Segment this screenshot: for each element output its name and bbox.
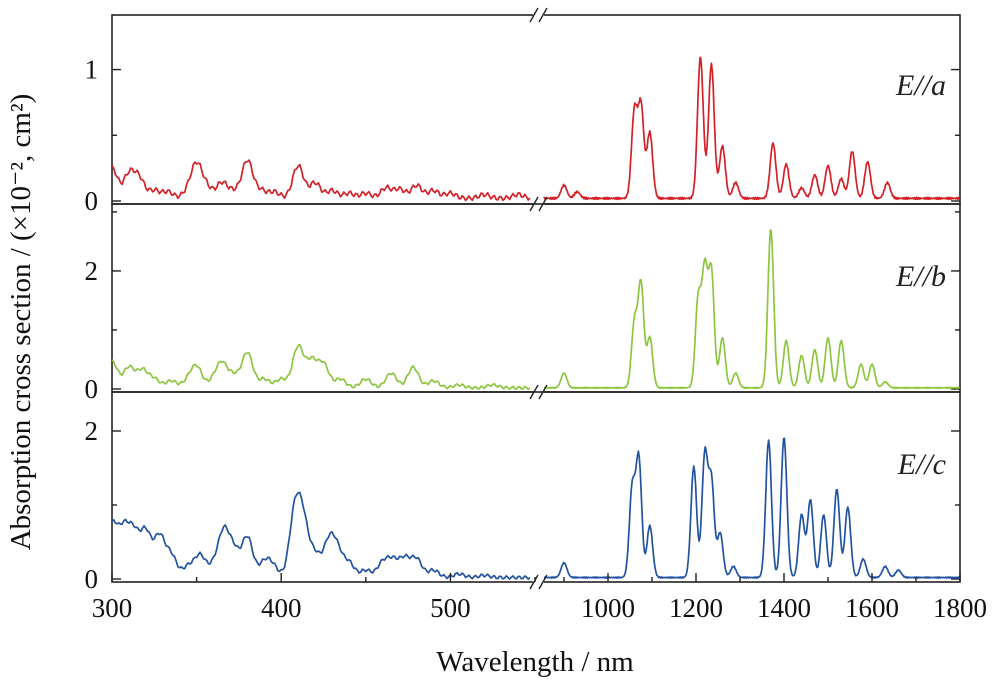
panel-frame bbox=[111, 14, 961, 205]
panel-1: 0 1 E//a bbox=[85, 14, 961, 216]
x-tick-label: 1200 bbox=[669, 593, 723, 623]
x-tick-label: 1000 bbox=[581, 593, 635, 623]
series-line-ea-seg2 bbox=[542, 56, 961, 201]
y-axis-title: Absorption cross section / (×10⁻², cm²) bbox=[5, 94, 37, 551]
y-tick-label: 1 bbox=[85, 55, 99, 85]
x-tick-label: 400 bbox=[261, 593, 302, 623]
y-tick-label: 0 bbox=[85, 186, 99, 216]
y-tick-label: 0 bbox=[85, 374, 99, 404]
x-tick-label: 1800 bbox=[933, 593, 987, 623]
series-line-eb-seg2 bbox=[542, 229, 961, 390]
x-tick-label: 500 bbox=[430, 593, 471, 623]
x-break-mark bbox=[538, 574, 548, 590]
series-line-ea-seg1 bbox=[111, 159, 531, 202]
panel-label: E//c bbox=[897, 448, 946, 481]
panels-layer: 0 1 E//a 0 2 E//b 0 2 E//c bbox=[85, 7, 961, 594]
x-axis-title: Wavelength / nm bbox=[436, 646, 634, 678]
panel-2: 0 2 E//b bbox=[85, 203, 961, 404]
x-tick-label: 300 bbox=[92, 593, 133, 623]
y-tick-label: 0 bbox=[85, 564, 99, 594]
axis-break-top bbox=[529, 7, 548, 23]
x-break-mark bbox=[529, 574, 539, 590]
panel-label: E//b bbox=[895, 260, 946, 293]
y-tick-label: 2 bbox=[85, 256, 99, 286]
series-line-ec-seg1 bbox=[111, 491, 531, 580]
x-axis: 300 400 500 1000 1200 1400 1600 1800 bbox=[92, 573, 987, 623]
series-line-ec-seg2 bbox=[542, 437, 961, 579]
x-break-gap bbox=[533, 576, 544, 588]
x-tick-label: 1600 bbox=[845, 593, 899, 623]
x-tick-label: 1400 bbox=[757, 593, 811, 623]
panel-frame bbox=[111, 203, 961, 393]
y-tick-label: 2 bbox=[85, 416, 99, 446]
panel-3: 0 2 E//c bbox=[85, 391, 961, 594]
series-line-eb-seg1 bbox=[111, 343, 531, 391]
panel-label: E//a bbox=[895, 69, 946, 102]
